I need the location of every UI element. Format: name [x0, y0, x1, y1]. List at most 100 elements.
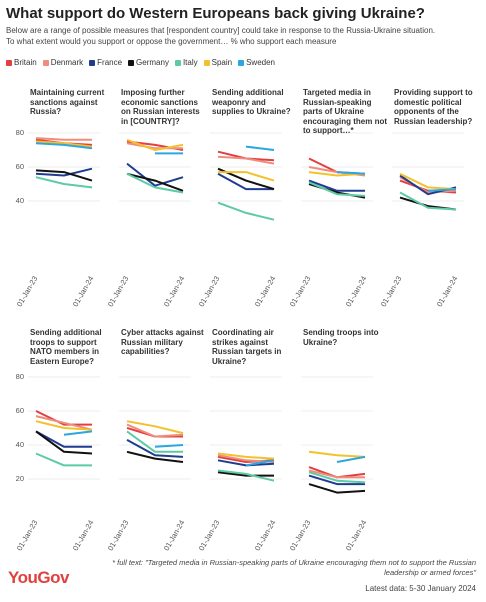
series-line: Denmark — [126, 142, 183, 150]
subtitle: Below are a range of possible measures t… — [6, 26, 436, 35]
series-line: Spain — [308, 171, 366, 177]
series-line: Italy — [35, 452, 92, 467]
legend-label: Sweden — [246, 58, 276, 67]
series-line: Sweden — [336, 171, 366, 175]
series-line: Germany — [126, 172, 184, 192]
series-line: Spain — [218, 171, 275, 182]
series-line: France — [217, 172, 274, 191]
x-tick-label: 01-Jan-23 — [106, 518, 131, 552]
legend-item: Britain — [6, 58, 37, 67]
series-line: Italy — [217, 469, 275, 482]
series-line: Germany — [217, 471, 274, 477]
y-tick-label: 80 — [16, 372, 24, 381]
legend-item: France — [89, 58, 122, 67]
legend-label: France — [97, 58, 123, 67]
title: What support do Western Europeans back g… — [6, 5, 425, 22]
legend-item: Germany — [128, 58, 169, 67]
x-tick-label: 01-Jan-24 — [71, 518, 96, 552]
legend-swatch — [6, 59, 12, 66]
y-tick-label: 60 — [16, 162, 24, 171]
series-line: Britain — [35, 410, 92, 426]
legend-swatch — [174, 59, 181, 66]
series-line: Spain — [35, 140, 93, 148]
x-tick-label: 01-Jan-23 — [106, 274, 131, 308]
legend-swatch — [42, 59, 49, 66]
x-tick-label: 01-Jan-23 — [379, 274, 404, 308]
panel-title: Providing support to domestic political … — [394, 88, 473, 126]
legend-swatch — [128, 59, 135, 66]
y-tick-label: 40 — [16, 440, 24, 449]
panel-title: Imposing further economic sanctions on R… — [121, 88, 200, 126]
series-line: Italy — [308, 181, 366, 197]
x-tick-label: 01-Jan-24 — [253, 518, 278, 552]
legend-label: Italy — [182, 58, 198, 67]
legend: Britain Denmark France Germany Italy Spain Swe… — [6, 58, 275, 67]
series-line: Sweden — [245, 459, 275, 467]
legend-label: Germany — [136, 58, 169, 67]
series-line: Italy — [126, 172, 184, 194]
legend-swatch — [203, 59, 210, 66]
series-line: Spain — [308, 450, 366, 458]
series-line: France — [308, 474, 365, 486]
series-line: Denmark — [35, 137, 92, 141]
series-line: Spain — [35, 420, 93, 431]
legend-item: Italy — [174, 58, 198, 67]
series-line: Italy — [399, 191, 457, 211]
x-tick-label: 01-Jan-24 — [162, 518, 187, 552]
x-tick-label: 01-Jan-24 — [344, 518, 369, 552]
x-tick-label: 01-Jan-23 — [197, 518, 222, 552]
series-line: Spain — [399, 172, 457, 191]
x-tick-label: 01-Jan-24 — [71, 274, 96, 308]
series-line: Denmark — [35, 415, 93, 431]
series-line: Sweden — [427, 188, 457, 192]
source: Latest data: 5-30 January 2024 — [365, 584, 476, 593]
series-line: Italy — [126, 430, 183, 453]
panel-title: Coordinating air strikes against Russian… — [212, 328, 282, 366]
legend-item: Spain — [203, 58, 232, 67]
series-line: Sweden — [35, 142, 93, 150]
panel-title: Cyber attacks against Russian military c… — [121, 328, 204, 356]
series-line: Sweden — [63, 430, 93, 436]
y-tick-label: 80 — [16, 128, 24, 137]
series-line: France — [35, 167, 93, 177]
x-tick-label: 01-Jan-23 — [15, 274, 40, 308]
series-line: Spain — [126, 420, 184, 435]
series-line: France — [308, 179, 365, 192]
y-tick-label: 60 — [16, 406, 24, 415]
series-line: Germany — [35, 430, 93, 455]
series-line: France — [126, 162, 184, 187]
series-line: Sweden — [154, 444, 184, 448]
x-tick-label: 01-Jan-23 — [288, 518, 313, 552]
series-line: Italy — [308, 471, 366, 484]
x-tick-label: 01-Jan-23 — [15, 518, 40, 552]
series-line: Spain — [126, 138, 184, 151]
y-tick-label: 20 — [16, 474, 24, 483]
panel-title: Targeted media in Russian-speaking parts… — [303, 88, 387, 135]
series-line: Denmark — [217, 155, 275, 165]
legend-label: Denmark — [50, 58, 84, 67]
series-line: Sweden — [245, 145, 275, 151]
x-tick-label: 01-Jan-24 — [435, 274, 460, 308]
series-line: Italy — [217, 201, 275, 221]
series-line: Denmark — [126, 423, 184, 438]
brand-logo: YouGov — [8, 568, 69, 587]
series-line: Germany — [308, 483, 366, 494]
panel-title: Sending troops into Ukraine? — [303, 328, 379, 347]
series-line: Sweden — [336, 455, 366, 463]
x-tick-label: 01-Jan-23 — [288, 274, 313, 308]
panel-title: Sending additional weaponry and supplies… — [212, 88, 291, 116]
series-line: Italy — [35, 176, 93, 189]
y-tick-label: 40 — [16, 196, 24, 205]
series-line: Spain — [217, 452, 275, 460]
x-tick-label: 01-Jan-24 — [344, 274, 369, 308]
series-line: Germany — [126, 450, 184, 463]
footnote: * full text: "Targeted media in Russian-… — [112, 558, 476, 577]
x-tick-label: 01-Jan-24 — [162, 274, 187, 308]
panel-title: Maintaining current sanctions against Ru… — [30, 88, 105, 116]
x-tick-label: 01-Jan-23 — [197, 274, 222, 308]
series-line: Denmark — [308, 469, 365, 479]
legend-swatch — [89, 59, 96, 66]
series-line: Germany — [35, 169, 93, 182]
